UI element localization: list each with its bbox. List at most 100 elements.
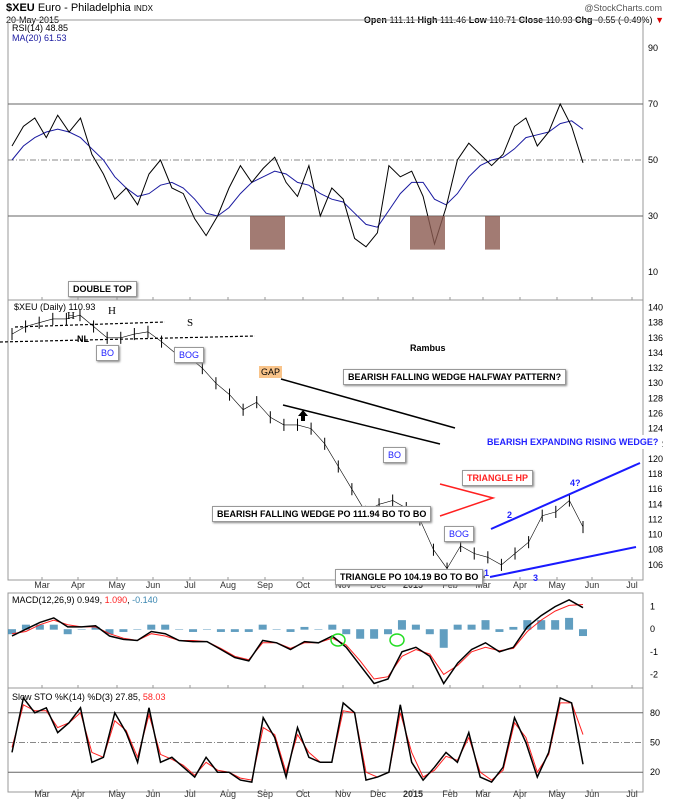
macd-histogram-bar (175, 629, 184, 630)
month-label: Aug (220, 580, 236, 590)
rsi-tick-label: 30 (648, 211, 658, 221)
macd-histogram-bar (119, 629, 128, 632)
wave-label-4: 4? (570, 478, 581, 488)
macd-histogram-bar (258, 624, 267, 630)
macd-tick-label: 1 (650, 602, 655, 612)
price-tick-label: 112 (648, 514, 662, 524)
macd-histogram-bar (579, 629, 587, 637)
macd-histogram-bar (328, 624, 337, 630)
macd-histogram-bar (202, 629, 211, 630)
double-top-support-line (14, 321, 166, 328)
rsi-tick-label: 50 (648, 155, 658, 165)
month-label: Apr (71, 580, 85, 590)
macd-histogram-bar (244, 629, 253, 632)
month-label: Mar (34, 789, 50, 799)
price-tick-label: 138 (648, 318, 663, 328)
macd-line (11, 598, 584, 685)
price-tick-label: 116 (648, 484, 662, 494)
sto-tick-label: 50 (650, 737, 660, 747)
month-label: May (548, 789, 566, 799)
macd-histogram-bar (35, 624, 44, 630)
annotation-bo-2: BO (383, 447, 407, 463)
wedge-upper-line (280, 378, 456, 429)
month-label: Nov (335, 580, 352, 590)
macd-histogram-bar (397, 620, 406, 630)
macd-histogram-bar (411, 624, 420, 630)
month-label: Jul (626, 580, 638, 590)
annotation-s: S (187, 317, 194, 329)
price-tick-label: 130 (648, 378, 663, 388)
macd-legend: MACD(12,26,9) 0.949, 1.090, -0.140 (12, 595, 158, 605)
annotation-triangle-hp: TRIANGLE HP (462, 470, 534, 486)
month-label: Oct (296, 789, 311, 799)
wave-label-1: 1 (484, 568, 490, 578)
month-label: Dec (370, 789, 387, 799)
rsi-tick-label: 70 (648, 99, 658, 109)
month-label: Mar (475, 789, 491, 799)
month-label: Jun (585, 580, 600, 590)
macd-histogram-bar (565, 617, 574, 630)
panel-frame-3 (7, 687, 644, 793)
month-label: Apr (513, 789, 527, 799)
price-tick-label: 124 (648, 424, 663, 434)
crossover-circle (330, 633, 346, 647)
annotation-gap: GAP (259, 366, 283, 378)
month-label: Mar (475, 580, 491, 590)
wave-label-3: 3 (533, 573, 539, 583)
month-label: Feb (442, 789, 458, 799)
sto-legend: Slow STO %K(14) %D(3) 27.85, 58.03 (12, 692, 166, 702)
month-label: Oct (296, 580, 311, 590)
month-label: Aug (220, 789, 236, 799)
annotation-triangle-po: TRIANGLE PO 104.19 BO TO BO (335, 569, 484, 585)
rising-wedge-lower-line (489, 546, 637, 578)
price-tick-label: 114 (648, 499, 662, 509)
macd-histogram-bar (537, 620, 546, 630)
month-label: Nov (335, 789, 352, 799)
price-tick-label: 126 (648, 409, 663, 419)
month-label: Jun (146, 580, 161, 590)
macd-histogram-bar (495, 629, 504, 632)
sto-d-line (11, 702, 584, 781)
macd-histogram-bar (272, 629, 281, 630)
month-label: 2015 (403, 580, 423, 590)
price-tick-label: 132 (648, 363, 663, 373)
month-label: May (108, 580, 126, 590)
price-legend: $XEU (Daily) 110.93 (14, 302, 96, 312)
macd-signal-line (11, 604, 584, 680)
annotation-bog: BOG (174, 347, 205, 363)
annotation-h2: H (108, 305, 116, 317)
month-label: Sep (257, 789, 273, 799)
annotation-falling-wedge-po: BEARISH FALLING WEDGE PO 111.94 BO TO BO (212, 506, 432, 522)
month-label: Sep (257, 580, 273, 590)
macd-histogram-bar (453, 624, 462, 630)
macd-histogram-bar (523, 620, 532, 630)
sto-tick-label: 80 (650, 708, 660, 718)
macd-histogram-bar (63, 629, 72, 635)
up-arrow-icon (298, 410, 308, 421)
month-label: Jun (146, 789, 161, 799)
annotation-falling-wedge-halfway: BEARISH FALLING WEDGE HALFWAY PATTERN? (343, 369, 567, 385)
month-label: Apr (513, 580, 527, 590)
macd-histogram-bar (509, 626, 518, 630)
macd-histogram-bar (439, 629, 448, 648)
macd-histogram-bar (77, 629, 86, 630)
rsi-tick-label: 10 (648, 267, 658, 277)
annotation-double-top: DOUBLE TOP (68, 281, 137, 297)
price-tick-label: 128 (648, 393, 663, 403)
macd-histogram-bar (425, 629, 434, 635)
macd-histogram-bar (230, 629, 239, 632)
macd-histogram-bar (342, 629, 351, 635)
month-label: 2015 (403, 789, 423, 799)
price-tick-label: 110 (648, 530, 662, 540)
crossover-circle (389, 633, 405, 647)
sto-k-line (11, 696, 584, 784)
macd-tick-label: -1 (650, 647, 658, 657)
month-label: May (548, 580, 566, 590)
macd-histogram-bar (286, 629, 295, 632)
macd-tick-label: -2 (650, 669, 658, 679)
header-symbol: $XEU Euro - Philadelphia INDX (6, 2, 153, 14)
price-tick-label: 118 (648, 469, 662, 479)
macd-histogram-bar (551, 620, 560, 630)
macd-histogram-bar (8, 629, 16, 635)
